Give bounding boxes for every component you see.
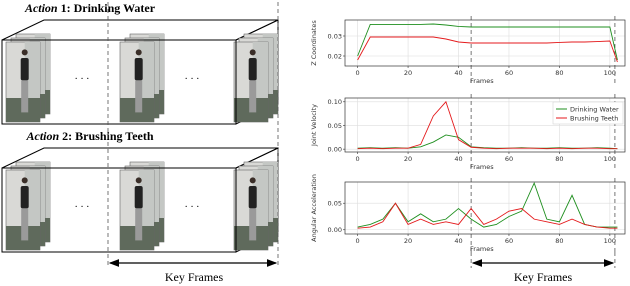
x-tick-label: 0 xyxy=(356,155,360,163)
x-tick-label: 100 xyxy=(604,237,616,245)
person-legs xyxy=(249,208,257,241)
y-tick-label: 0.05 xyxy=(328,122,342,130)
y-tick-label: 0.10 xyxy=(328,98,342,106)
person-legs xyxy=(135,208,143,241)
person-legs xyxy=(249,80,257,113)
person-torso xyxy=(134,186,143,209)
y-tick-label: 0.05 xyxy=(328,200,342,208)
action-title: Action 2: Brushing Teeth xyxy=(25,129,153,143)
x-tick-label: 20 xyxy=(404,237,412,245)
frame-wall-shade xyxy=(252,170,268,226)
x-axis-label: Frames xyxy=(470,77,494,85)
person-torso xyxy=(20,186,29,209)
series-line xyxy=(357,23,618,61)
x-tick-label: 80 xyxy=(555,237,563,245)
x-axis-label: Frames xyxy=(470,163,494,171)
action-prefix: Action xyxy=(25,129,59,143)
x-tick-label: 60 xyxy=(505,237,513,245)
series-line xyxy=(357,36,618,63)
x-axis-label: Frames xyxy=(470,245,494,253)
legend-label: Brushing Teeth xyxy=(570,114,618,122)
y-tick-label: 0.00 xyxy=(328,145,342,153)
chart: 0 20 40 60 80 100 0.02 0.03 Frames Z Coordinates xyxy=(310,16,626,85)
y-axis-label: Z Coordinates xyxy=(310,20,318,66)
x-tick-label: 40 xyxy=(454,69,462,77)
frame-wall-shade xyxy=(138,42,154,98)
legend-box xyxy=(552,101,624,125)
y-axis-label: Angular Acceleration xyxy=(310,174,318,242)
series-line xyxy=(357,202,618,229)
legend-label: Drinking Water xyxy=(570,105,619,113)
x-tick-label: 100 xyxy=(604,155,616,163)
y-tick-label: 0.02 xyxy=(328,52,342,60)
plot-frame xyxy=(344,97,626,153)
frame-wall-shade xyxy=(138,170,154,226)
person-torso xyxy=(248,186,257,209)
x-tick-label: 0 xyxy=(356,237,360,245)
box-front xyxy=(1,39,237,125)
left-panel: Action 1: Drinking Water · · · · · · Action… xyxy=(1,1,279,284)
person-head xyxy=(135,177,142,184)
frame-wall-shade xyxy=(252,42,268,98)
ellipsis: · · · xyxy=(75,202,90,213)
plot-frame xyxy=(344,181,626,235)
ellipsis: · · · xyxy=(185,202,200,213)
x-tick-label: 20 xyxy=(404,155,412,163)
x-tick-label: 80 xyxy=(555,155,563,163)
person-torso xyxy=(134,58,143,81)
x-tick-label: 60 xyxy=(505,155,513,163)
series-line xyxy=(357,181,618,228)
series-line xyxy=(357,134,618,150)
x-tick-label: 40 xyxy=(454,237,462,245)
plot-frame xyxy=(344,19,626,67)
key-frames-label: Key Frames xyxy=(165,270,224,284)
series-line xyxy=(357,100,618,150)
x-tick-label: 60 xyxy=(505,69,513,77)
person-torso xyxy=(248,58,257,81)
chart: 0 20 40 60 80 100 0.00 0.05 Frames Angular Accele… xyxy=(310,174,626,253)
x-tick-label: 100 xyxy=(604,69,616,77)
person-head xyxy=(21,49,28,56)
x-tick-label: 0 xyxy=(356,69,360,77)
chart: 0 20 40 60 80 100 0.00 0.05 0.10 Frames Joint Velo… xyxy=(310,94,626,171)
x-tick-label: 40 xyxy=(454,155,462,163)
x-tick-label: 20 xyxy=(404,69,412,77)
person-head xyxy=(249,49,256,56)
frame-wall-shade xyxy=(24,42,40,98)
action-name: 1: Drinking Water xyxy=(61,1,156,15)
action-prefix: Action xyxy=(24,1,58,15)
box-front xyxy=(1,167,237,253)
key-frames-label: Key Frames xyxy=(514,270,573,284)
person-head xyxy=(21,177,28,184)
person-legs xyxy=(21,80,29,113)
y-axis-label: Joint Velocity xyxy=(310,104,318,147)
y-tick-label: 0.03 xyxy=(328,32,342,40)
person-head xyxy=(249,177,256,184)
person-torso xyxy=(20,58,29,81)
person-head xyxy=(135,49,142,56)
y-tick-label: 0.00 xyxy=(328,226,342,234)
frame-wall-shade xyxy=(24,170,40,226)
person-legs xyxy=(21,208,29,241)
ellipsis: · · · xyxy=(75,74,90,85)
ellipsis: · · · xyxy=(185,74,200,85)
action-title: Action 1: Drinking Water xyxy=(24,1,156,15)
person-legs xyxy=(135,80,143,113)
x-tick-label: 80 xyxy=(555,69,563,77)
